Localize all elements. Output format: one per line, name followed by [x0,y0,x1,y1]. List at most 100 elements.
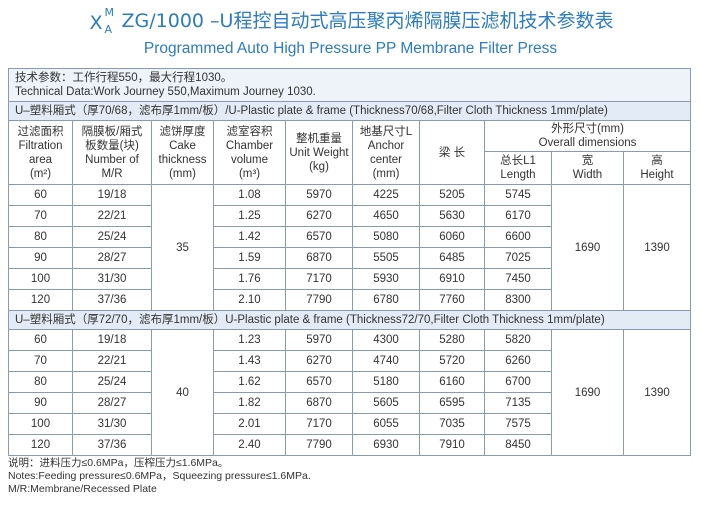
cell: 6600 [484,226,552,248]
cell: 8300 [484,289,552,311]
header-line: 滤饼厚度 [159,125,206,138]
column-header: 高 Height [622,151,692,185]
cell: 5280 [419,329,485,351]
merged-cell: 35 [151,184,214,311]
cell: 4650 [352,205,420,227]
cell: 120 [8,289,73,311]
cell: 37/36 [72,434,152,456]
cell: 2.10 [213,289,286,311]
merged-cell: 1390 [622,329,692,456]
data-row: 80 25/24 1.42 6570 5080 6060 6600 [8,226,691,248]
cell: 1.43 [213,350,286,372]
cell: 6060 [419,226,485,248]
cell: 6570 [285,371,353,393]
header-line: center [370,153,402,166]
column-header: 滤饼厚度 Cake thickness (mm) [151,120,214,185]
header-line: Anchor [367,139,405,152]
cell: 6170 [484,205,552,227]
cell: 19/18 [72,329,152,351]
title-sub: A [104,22,113,36]
cell: 7170 [285,413,353,435]
cell: 70 [8,205,73,227]
section-title: U–塑料厢式（厚72/70，滤布厚1mm/板）U-Plastic plate &… [7,310,692,330]
cell: 8450 [484,434,552,456]
header-line: 高 [651,155,663,167]
column-header: 宽 Width [551,151,624,185]
cell: 7575 [484,413,552,435]
column-header: 滤室容积 Chamber volume (m³) [213,120,286,185]
cell: 7910 [419,434,485,456]
cell: 1.08 [213,184,286,206]
cell: 5630 [419,205,485,227]
cell: 1.23 [213,329,286,351]
cell: 6870 [285,392,353,414]
column-header: 整机重量 Unit Weight (kg) [285,120,353,185]
header-line: Chamber [225,139,274,152]
column-header: 过滤面积 Filtration area (m²) [8,120,73,185]
cell: 2.40 [213,434,286,456]
header-line: 技术参数：工作行程550，最大行程1030。 [15,72,233,84]
cell: 6160 [419,371,485,393]
cell: 37/36 [72,289,152,311]
cell: 7135 [484,392,552,414]
section-row: U–塑料厢式（厚72/70，滤布厚1mm/板）U-Plastic plate &… [7,310,692,330]
cell: 25/24 [72,226,152,248]
header-line: 板数量(块) [85,139,139,152]
title-x: X [89,11,103,34]
cell: 31/30 [72,268,152,290]
column-header: 地基尺寸L Anchor center (mm) [352,120,420,185]
cell: 5080 [352,226,420,248]
header-line: 外形尺寸(mm) [551,123,624,135]
cell: 5605 [352,392,420,414]
group-header: 外形尺寸(mm) Overall dimensions [483,120,692,152]
cell: 4300 [352,329,420,351]
cell: 6485 [419,247,485,269]
header-line: 滤室容积 [226,125,273,138]
title-sup: M [104,5,115,19]
header-line: Filtration [18,139,63,152]
cell: 6270 [285,350,353,372]
header-line: Unit Weight [289,146,349,159]
cell: 5970 [285,184,353,206]
cell: 1.82 [213,392,286,414]
cell: 70 [8,350,73,372]
cell: 1.59 [213,247,286,269]
cell: 6930 [352,434,420,456]
merged-cell: 1690 [551,329,624,456]
cell: 90 [8,247,73,269]
cell: 1.25 [213,205,286,227]
title: X M A ZG/1000 –U程控自动式高压聚丙烯隔膜压滤机技术参数表 [0,5,701,36]
cell: 4225 [352,184,420,206]
cell: 6595 [419,392,485,414]
cell: 7790 [285,434,353,456]
cell: 5205 [419,184,485,206]
cell: 6700 [484,371,552,393]
tech-row: 技术参数：工作行程550，最大行程1030。 Technical Data:Wor… [7,68,692,102]
cell: 1.76 [213,268,286,290]
header-row: 总长L1 Length 宽 Width 高 Height [9,151,692,185]
cell: 6570 [285,226,353,248]
header-line: Height [640,169,674,181]
merged-cell: 40 [151,329,214,456]
cell: 5745 [484,184,552,206]
cell: 120 [8,434,73,456]
header-line: (m³) [238,167,261,180]
note-line: Notes:Feeding pressure≤0.6MPa，Squeezing … [8,470,311,482]
cell: 60 [8,184,73,206]
header-line: 地基尺寸L [359,125,413,138]
header-line: Length [500,169,536,181]
cell: 5180 [352,371,420,393]
tech-cell: 技术参数：工作行程550，最大行程1030。 Technical Data:Wor… [7,68,692,102]
header-line: Overall dimensions [538,137,637,149]
note-line: 说明：进料压力≤0.6MPa，压榨压力≤1.6MPa。 [8,457,229,469]
cell: 7450 [484,268,552,290]
section-row: U–塑料厢式（厚70/68，滤布厚1mm/板）/U-Plastic plate … [7,101,692,121]
header-line: (mm) [372,167,400,180]
header-row: 过滤面积 Filtration area (m²) 隔膜板/厢式 板数量(块) Number… [8,120,692,185]
merged-cell: 1690 [551,184,624,311]
cell: 7025 [484,247,552,269]
cell: 22/21 [72,205,152,227]
merged-cell: 1390 [622,184,692,311]
header-line: (mm) [169,167,196,180]
header-line: (kg) [309,160,329,173]
